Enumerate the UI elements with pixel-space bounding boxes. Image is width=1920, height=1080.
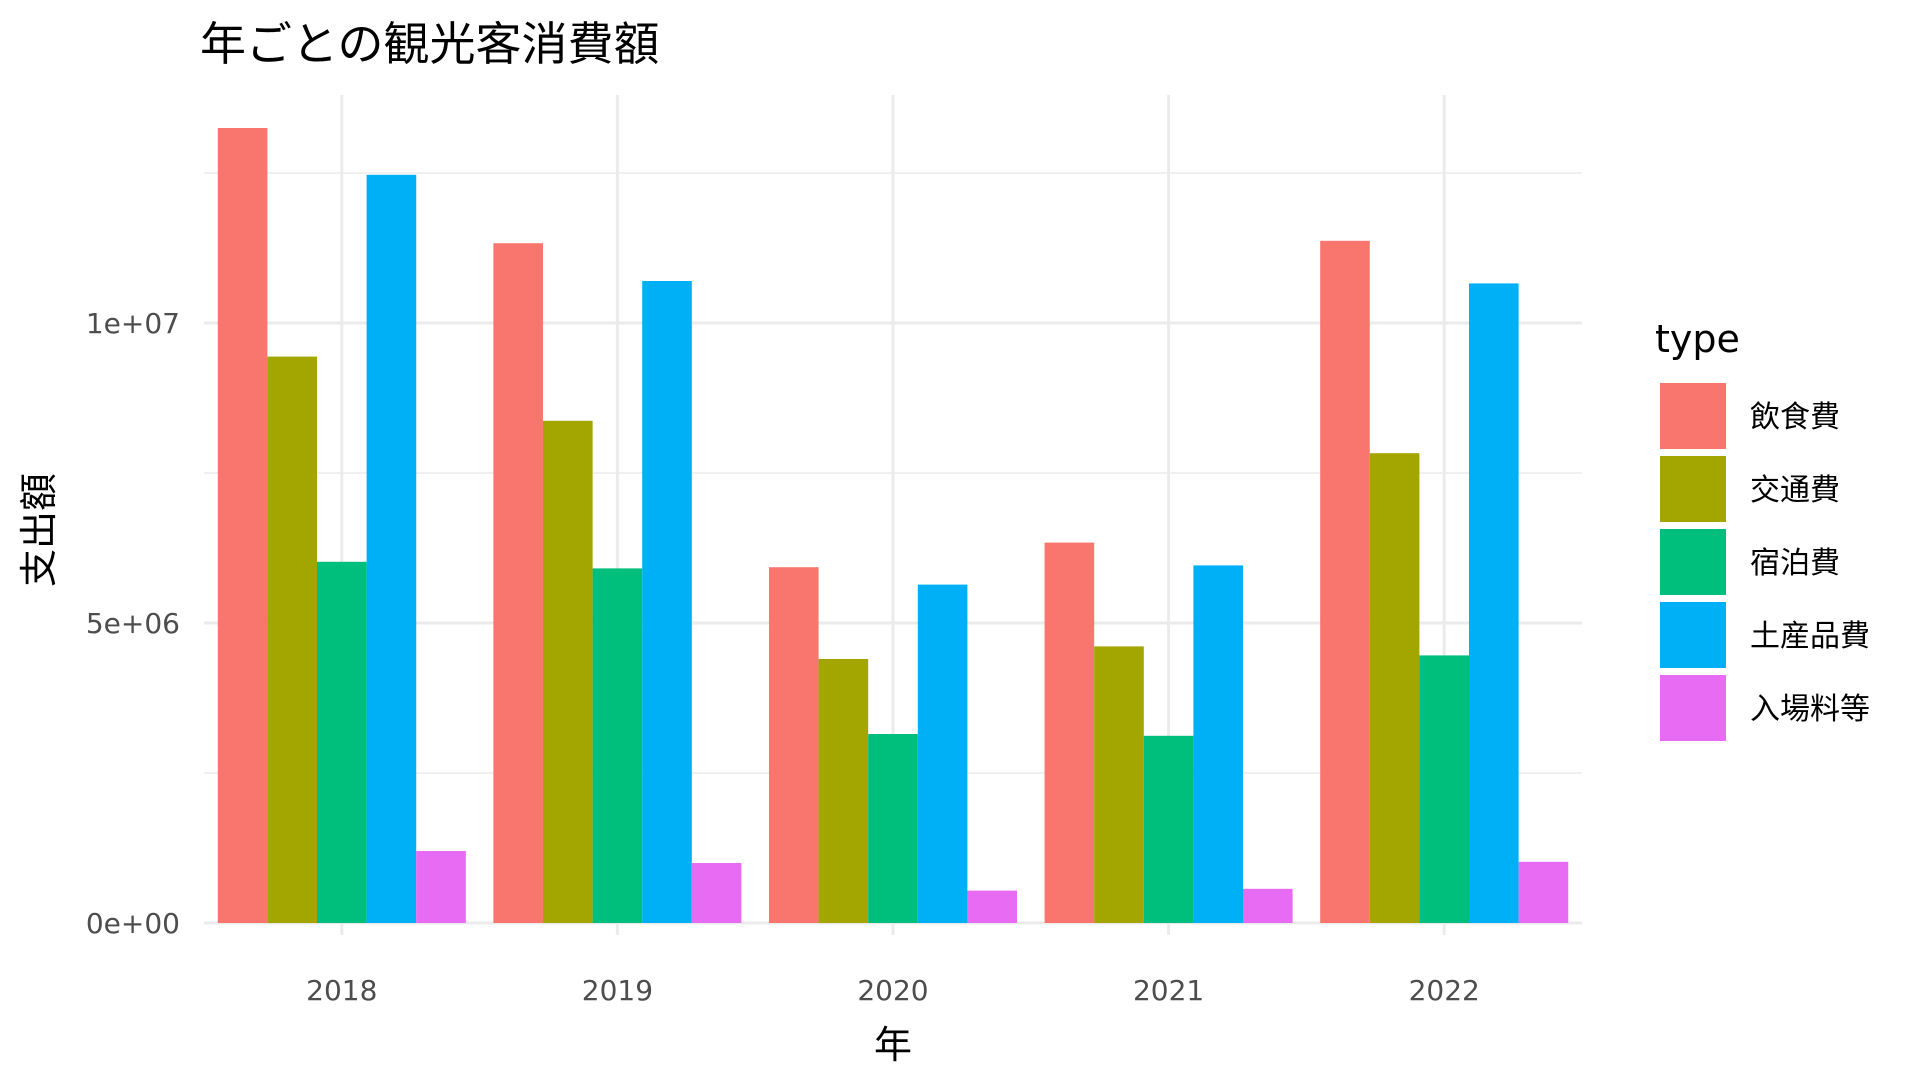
bar — [1369, 453, 1420, 923]
bar — [1044, 542, 1095, 923]
chart-title: 年ごとの観光客消費額 — [200, 17, 660, 71]
legend-label: 交通費 — [1750, 473, 1840, 508]
x-tick-label: 2020 — [857, 974, 928, 1007]
y-axis-ticks: 0e+00 5e+06 1e+07 — [86, 307, 180, 940]
bar — [917, 584, 968, 923]
x-tick-label: 2021 — [1133, 974, 1204, 1007]
legend-swatch — [1660, 675, 1726, 741]
x-tick-label: 2018 — [306, 974, 377, 1007]
bar — [691, 863, 742, 923]
bar — [316, 561, 367, 923]
x-axis-ticks: 2018 2019 2020 2021 2022 — [306, 974, 1480, 1007]
bar — [868, 734, 918, 923]
legend-swatch — [1660, 529, 1726, 595]
legend-swatch — [1660, 383, 1726, 449]
bar — [768, 567, 819, 923]
x-tick-label: 2019 — [582, 974, 653, 1007]
legend-swatch — [1660, 602, 1726, 668]
bar — [1243, 888, 1293, 923]
x-tick-label: 2022 — [1409, 974, 1480, 1007]
bar — [1193, 565, 1244, 923]
legend-swatch — [1660, 456, 1726, 522]
legend-label: 入場料等 — [1750, 692, 1870, 727]
legend-label: 飲食費 — [1750, 400, 1840, 435]
legend-label: 宿泊費 — [1750, 546, 1840, 581]
legend-label: 土産品費 — [1750, 619, 1870, 654]
bar — [1518, 861, 1569, 923]
bar — [642, 281, 692, 923]
bar — [967, 890, 1018, 923]
bar — [1419, 655, 1470, 923]
y-axis-title: 支出額 — [17, 473, 61, 587]
bar — [1469, 283, 1519, 923]
bar — [818, 659, 869, 923]
y-tick-label: 5e+06 — [86, 607, 180, 640]
bar — [416, 851, 466, 923]
bars — [217, 128, 1569, 924]
x-axis-title: 年 — [874, 1023, 912, 1067]
bar — [217, 128, 268, 923]
bar — [366, 174, 417, 924]
bar — [493, 243, 543, 923]
bar — [1094, 646, 1144, 923]
bar — [1320, 240, 1370, 924]
legend-title: type — [1655, 317, 1740, 361]
bar — [1143, 735, 1194, 923]
bar — [267, 356, 317, 924]
bar — [542, 420, 593, 923]
y-tick-label: 0e+00 — [86, 907, 180, 940]
bar — [592, 568, 643, 923]
y-tick-label: 1e+07 — [86, 307, 180, 340]
